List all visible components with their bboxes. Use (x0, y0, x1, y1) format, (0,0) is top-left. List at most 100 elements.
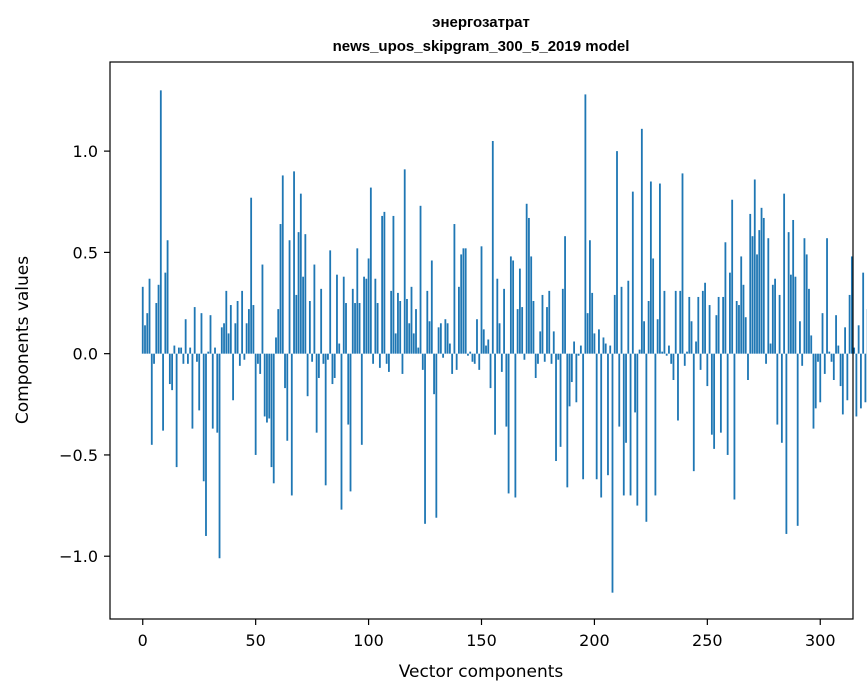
x-tick-label-50: 50 (245, 631, 265, 650)
bar-205 (604, 343, 607, 354)
bar-203 (600, 353, 603, 498)
bar-168 (521, 307, 524, 354)
bar-320 (864, 353, 867, 403)
bar-265 (740, 256, 743, 354)
bar-41 (234, 323, 237, 354)
bar-292 (801, 353, 804, 366)
bar-25 (198, 353, 201, 411)
bar-221 (640, 128, 643, 354)
bar-177 (541, 294, 544, 354)
bar-1 (144, 325, 146, 354)
bar-164 (512, 260, 515, 354)
bar-193 (577, 353, 580, 356)
bar-151 (482, 329, 485, 354)
bar-80 (322, 353, 325, 364)
bar-301 (821, 313, 824, 354)
bar-117 (406, 298, 408, 354)
x-tick-label-0: 0 (138, 631, 148, 650)
bar-220 (638, 349, 641, 354)
bar-289 (794, 276, 797, 354)
bar-173 (532, 301, 535, 354)
bar-83 (329, 250, 332, 354)
bar-234 (670, 353, 673, 364)
bar-176 (539, 331, 542, 354)
bar-190 (570, 353, 573, 383)
bar-302 (823, 353, 826, 374)
bar-33 (216, 353, 219, 433)
bar-12 (168, 353, 171, 385)
bar-170 (525, 203, 528, 354)
bar-49 (252, 305, 255, 354)
bar-163 (509, 256, 512, 354)
bar-277 (767, 238, 770, 354)
y-tick-label-1: −0.5 (59, 446, 98, 465)
bar-45 (243, 353, 246, 360)
bar-188 (566, 353, 569, 488)
bar-106 (381, 215, 384, 354)
bar-105 (378, 353, 381, 368)
bar-56 (268, 353, 271, 419)
bar-93 (351, 288, 354, 354)
bar-50 (254, 353, 257, 455)
bar-182 (552, 331, 555, 354)
bar-309 (839, 353, 842, 387)
bar-127 (428, 321, 431, 354)
bar-316 (855, 353, 858, 417)
bar-6 (155, 303, 158, 354)
bar-21 (189, 347, 192, 354)
bar-194 (579, 345, 582, 354)
bar-307 (835, 315, 837, 354)
bar-52 (259, 353, 262, 374)
y-tick-label-2: 0.0 (73, 345, 98, 364)
bar-131 (437, 327, 440, 354)
bar-18 (182, 353, 185, 364)
bar-36 (223, 323, 225, 354)
bar-15 (175, 353, 178, 468)
bar-306 (832, 353, 835, 380)
bar-125 (424, 353, 426, 524)
bar-128 (430, 260, 433, 354)
bar-312 (846, 353, 849, 401)
bar-84 (331, 353, 334, 385)
bar-179 (546, 307, 548, 354)
bar-140 (458, 286, 460, 354)
bar-260 (729, 272, 731, 354)
bar-157 (496, 278, 499, 354)
bar-68 (295, 294, 298, 354)
bar-293 (803, 238, 806, 354)
bar-96 (358, 303, 361, 354)
bar-223 (645, 353, 648, 522)
bar-149 (478, 353, 481, 370)
bar-172 (530, 256, 533, 354)
bar-295 (808, 288, 810, 354)
bar-294 (805, 254, 808, 354)
bar-216 (629, 353, 632, 496)
bar-238 (679, 290, 682, 354)
bar-102 (372, 353, 375, 364)
bar-20 (187, 353, 189, 364)
bar-228 (656, 319, 659, 354)
bar-122 (417, 347, 420, 354)
bar-9 (162, 353, 164, 431)
bar-222 (643, 321, 646, 354)
bar-210 (616, 151, 618, 354)
bar-0 (141, 286, 144, 354)
bar-82 (327, 353, 329, 360)
bar-59 (275, 337, 277, 354)
bar-40 (232, 353, 234, 401)
bar-65 (288, 240, 291, 354)
bar-134 (444, 319, 447, 354)
bar-315 (853, 347, 856, 354)
bar-69 (297, 232, 300, 354)
bar-64 (286, 353, 289, 441)
bar-120 (412, 333, 415, 354)
bar-165 (514, 353, 517, 498)
bar-24 (196, 353, 198, 362)
bar-178 (543, 353, 546, 362)
bar-225 (649, 181, 652, 354)
bar-110 (390, 290, 393, 354)
bar-75 (311, 353, 314, 362)
bar-304 (828, 351, 831, 354)
bar-38 (227, 333, 230, 354)
bar-86 (336, 274, 338, 354)
